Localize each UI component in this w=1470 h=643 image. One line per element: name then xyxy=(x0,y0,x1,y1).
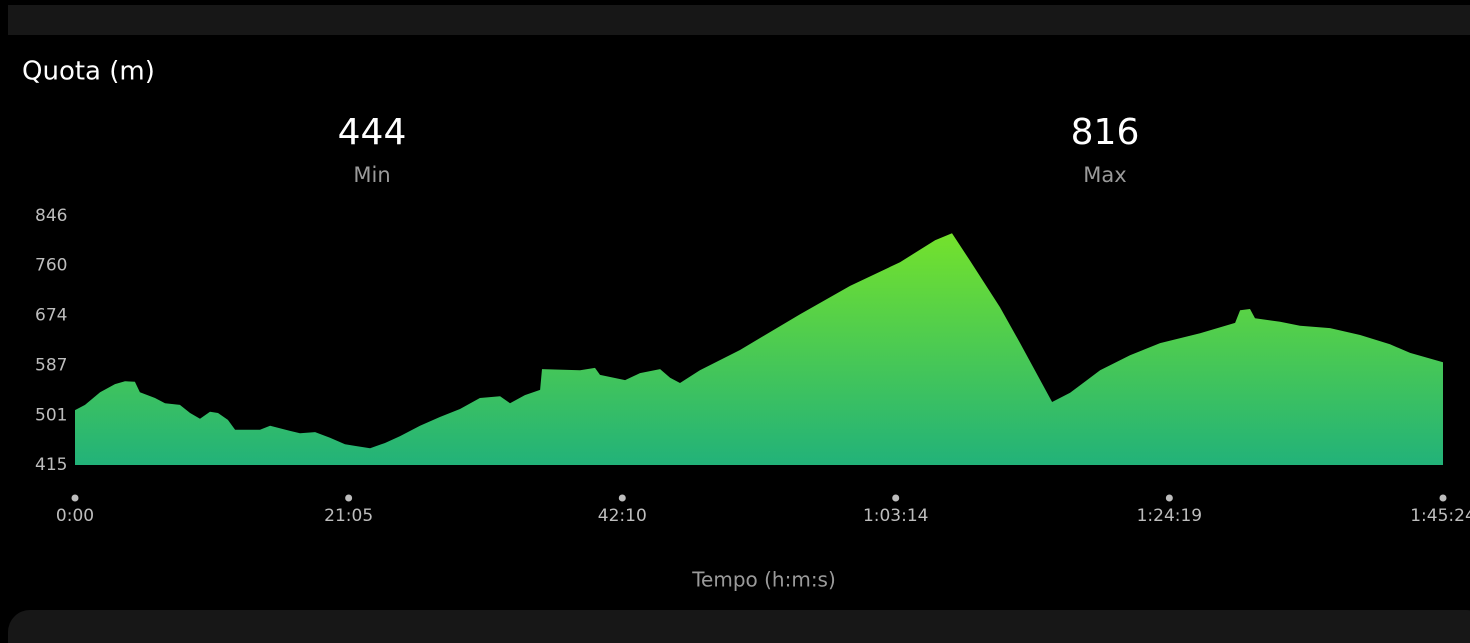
y-tick-label: 501 xyxy=(35,405,67,425)
x-tick-label: 1:45:24 xyxy=(1410,506,1470,526)
x-tick-label: 21:05 xyxy=(324,506,373,526)
x-tick-dot xyxy=(892,494,900,502)
bottom-bar xyxy=(8,610,1470,643)
stat-label: Max xyxy=(1083,163,1126,187)
stat-label: Min xyxy=(353,163,390,187)
stat-value: 816 xyxy=(1071,112,1140,153)
y-tick-label: 760 xyxy=(35,256,67,276)
y-tick-label: 415 xyxy=(35,455,67,475)
y-tick-label: 587 xyxy=(35,356,67,376)
x-tick-dot xyxy=(1439,494,1447,502)
stat-value: 444 xyxy=(338,112,407,153)
elevation-area xyxy=(75,233,1443,465)
x-tick-dot xyxy=(1165,494,1173,502)
x-tick-dot xyxy=(345,494,353,502)
y-tick-label: 846 xyxy=(35,206,67,226)
y-tick-label: 674 xyxy=(35,305,67,325)
chart-title: Quota (m) xyxy=(22,57,155,87)
x-tick-dot xyxy=(618,494,626,502)
x-tick-label: 0:00 xyxy=(56,506,94,526)
x-tick-label: 1:24:19 xyxy=(1137,506,1203,526)
top-bar xyxy=(8,5,1470,35)
x-tick-label: 1:03:14 xyxy=(863,506,929,526)
x-tick-label: 42:10 xyxy=(598,506,647,526)
x-axis-title: Tempo (h:m:s) xyxy=(691,568,836,592)
x-tick-dot xyxy=(71,494,79,502)
